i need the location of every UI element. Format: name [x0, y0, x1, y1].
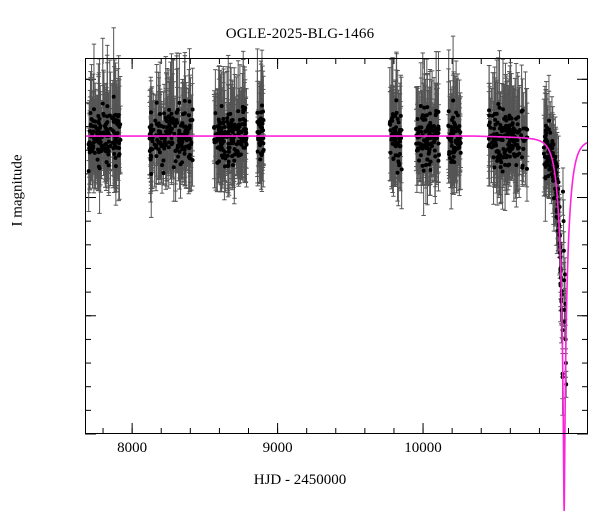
plot-area: 800090001000018192021	[85, 27, 589, 511]
x-tick-label: 9000	[262, 440, 293, 456]
chart-canvas	[85, 27, 589, 511]
x-tick-label: 10000	[404, 440, 442, 456]
x-axis-label: HJD - 2450000	[253, 472, 347, 488]
chart-title: OGLE-2025-BLG-1466	[225, 26, 375, 42]
model-curve	[85, 135, 589, 511]
x-tick-label: 8000	[117, 440, 148, 456]
plot-frame	[85, 58, 588, 434]
y-axis-label: I magnitude	[9, 154, 26, 227]
